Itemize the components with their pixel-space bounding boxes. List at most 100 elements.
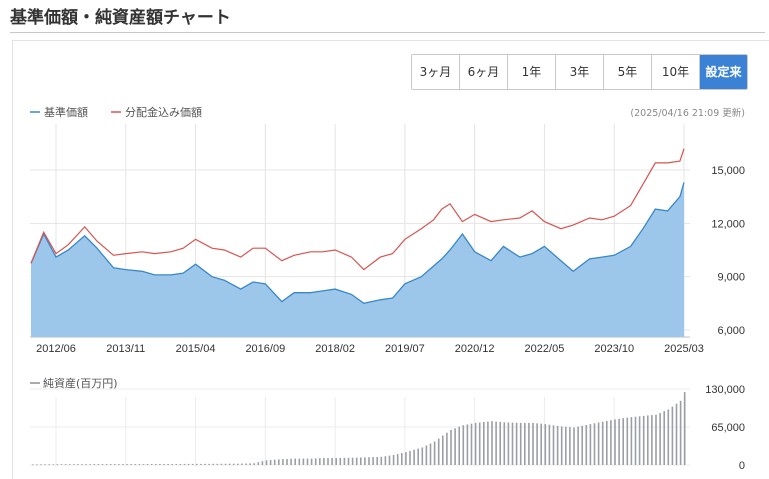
legend: 基準価額 分配金込み価額 — [30, 105, 202, 119]
asset-bar — [634, 416, 637, 465]
asset-axis-labels: 0 65,000 130,000 — [705, 384, 745, 472]
x-tick-label: 2019/07 — [385, 343, 425, 355]
asset-bar — [569, 427, 571, 465]
asset-bar — [278, 459, 280, 465]
asset-bar — [638, 416, 641, 465]
updated-timestamp: (2025/04/16 21:09 更新) — [630, 107, 745, 119]
period-button-5[interactable]: 10年 — [652, 55, 700, 89]
asset-bar — [261, 461, 264, 465]
asset-bar — [224, 463, 227, 465]
asset-bar — [36, 464, 38, 466]
asset-bar — [507, 422, 510, 465]
asset-bar — [298, 458, 301, 465]
asset-bar — [679, 400, 682, 465]
asset-bar — [294, 458, 296, 465]
asset-legend: 純資産(百万円) — [30, 377, 118, 390]
asset-bar — [48, 464, 50, 466]
asset-bar — [343, 457, 346, 465]
asset-bar — [647, 415, 649, 465]
asset-bar — [433, 441, 436, 465]
asset-bar — [409, 450, 411, 465]
asset-bar — [196, 463, 198, 465]
asset-bar — [245, 463, 247, 465]
asset-bar — [659, 413, 661, 465]
asset-bar — [499, 421, 501, 465]
asset-bar — [491, 421, 493, 465]
asset-bar — [560, 426, 563, 465]
asset-bar — [150, 464, 153, 465]
price-axis-labels: 6,000 9,000 12,000 15,000 2012/06 2013/11 2015… — [36, 165, 745, 355]
asset-bar — [606, 421, 608, 465]
asset-bar — [134, 464, 137, 465]
asset-bar — [319, 458, 321, 465]
asset-bar — [528, 422, 530, 465]
asset-bar — [351, 457, 354, 465]
asset-bar — [109, 464, 112, 465]
asset-bar — [257, 462, 260, 465]
asset-bar — [622, 418, 624, 465]
asset-bar — [376, 457, 378, 465]
asset-bar — [614, 419, 616, 465]
asset-bar — [56, 464, 59, 465]
asset-bar — [327, 458, 329, 465]
nav-area-fill — [31, 182, 684, 337]
asset-bar — [89, 464, 91, 465]
asset-bar — [655, 414, 657, 465]
asset-bar — [249, 463, 251, 465]
price-series — [30, 148, 685, 337]
asset-bar — [310, 458, 313, 465]
asset-bar — [114, 464, 116, 465]
asset-bar — [273, 459, 276, 465]
asset-bar — [470, 423, 473, 465]
asset-bar — [519, 422, 522, 465]
asset-bar — [228, 463, 231, 465]
asset-bar — [220, 463, 223, 465]
asset-bar — [421, 447, 424, 465]
asset-bar — [581, 425, 583, 465]
asset-bar — [532, 422, 534, 465]
asset-bar — [339, 457, 342, 465]
asset-bar — [466, 424, 469, 465]
period-button-2[interactable]: 1年 — [508, 55, 556, 89]
period-button-3[interactable]: 3年 — [556, 55, 604, 89]
asset-bar — [458, 426, 460, 465]
asset-bar — [478, 422, 481, 465]
period-button-1[interactable]: 6ヶ月 — [460, 55, 508, 89]
asset-bar — [454, 428, 456, 465]
asset-bar — [265, 460, 268, 465]
asset-bar — [487, 421, 489, 465]
asset-bar — [372, 457, 374, 465]
asset-bar — [73, 464, 75, 465]
y-tick-label: 9,000 — [717, 272, 745, 284]
asset-bar — [368, 457, 370, 465]
period-button-6[interactable]: 設定来 — [700, 55, 747, 89]
dist-line — [30, 148, 685, 271]
asset-bar — [171, 464, 173, 465]
asset-bar — [626, 417, 629, 465]
asset-bar — [396, 454, 399, 465]
asset-bar — [601, 421, 604, 465]
asset-bar — [446, 432, 448, 465]
asset-bar — [77, 464, 79, 465]
bar-y-tick-label: 0 — [739, 460, 745, 472]
asset-bar — [183, 463, 186, 465]
asset-bar — [191, 463, 194, 465]
legend-nav-label: 基準価額 — [44, 105, 88, 119]
asset-bar — [155, 464, 157, 465]
asset-bar — [302, 458, 305, 465]
asset-bar — [544, 424, 547, 465]
period-button-0[interactable]: 3ヶ月 — [412, 55, 460, 89]
nav-line — [30, 182, 685, 304]
x-tick-label: 2022/05 — [525, 343, 565, 355]
asset-bar — [360, 457, 362, 465]
asset-bar — [93, 464, 96, 465]
asset-bar — [618, 418, 620, 465]
asset-bars — [32, 392, 686, 466]
period-button-4[interactable]: 5年 — [604, 55, 652, 89]
asset-bar — [577, 426, 579, 465]
asset-bar — [556, 425, 559, 465]
asset-bar — [552, 425, 555, 465]
x-tick-label: 2020/12 — [455, 343, 495, 355]
asset-bar — [85, 464, 87, 465]
